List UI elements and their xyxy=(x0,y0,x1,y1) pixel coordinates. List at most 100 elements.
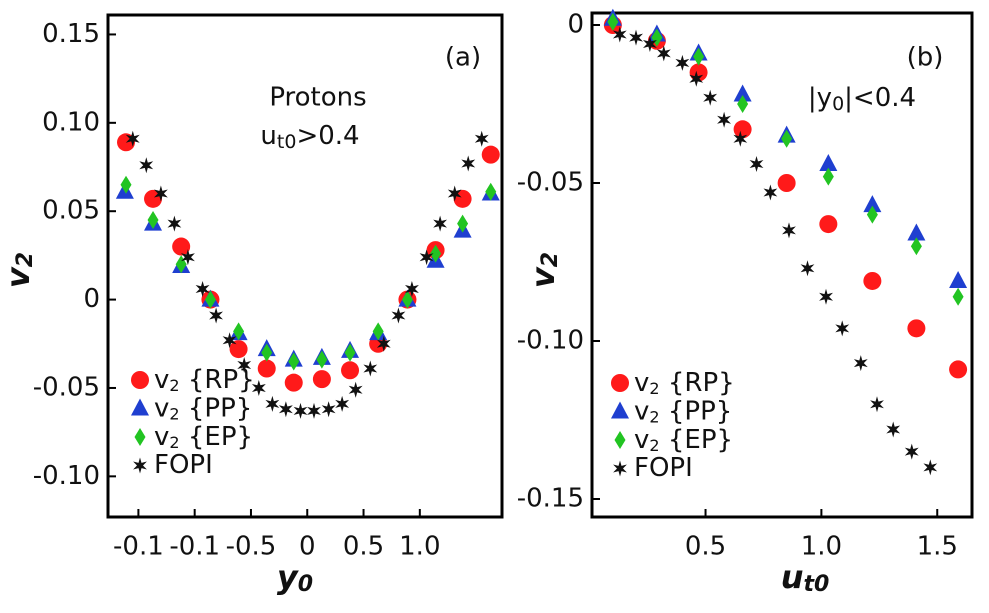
marker-diamond xyxy=(204,290,216,309)
marker-star xyxy=(363,360,378,377)
marker-diamond xyxy=(485,182,497,201)
x-tick-label: 1.5 xyxy=(917,532,958,562)
marker-star xyxy=(167,215,182,232)
y-tick-label: -0.10 xyxy=(33,461,100,491)
series xyxy=(115,181,500,367)
x-tick-label: 1.0 xyxy=(801,532,842,562)
y-tick-label: 0.10 xyxy=(42,107,100,137)
x-tick-label: 0 xyxy=(299,532,316,562)
marker-star xyxy=(733,130,748,147)
legend-marker xyxy=(134,428,146,446)
series xyxy=(120,175,497,371)
marker-triangle xyxy=(819,154,838,172)
marker-star xyxy=(278,401,293,418)
marker-star xyxy=(307,402,321,419)
plot-frame xyxy=(590,11,974,519)
marker-diamond xyxy=(344,343,356,362)
marker-star xyxy=(195,281,210,297)
marker-star xyxy=(819,288,833,305)
marker-star xyxy=(348,381,363,398)
marker-star xyxy=(237,357,252,373)
legend-marker xyxy=(131,371,149,389)
marker-star xyxy=(763,184,778,201)
x-tick-label: -0.1 xyxy=(169,532,220,562)
marker-circle xyxy=(863,271,882,290)
legend-label: v2 {PP} xyxy=(634,396,732,426)
y-tick-label: 0.15 xyxy=(42,19,100,49)
y-tick-label: -0.10 xyxy=(517,325,584,355)
marker-diamond xyxy=(822,167,834,186)
x-tick-label: 0.5 xyxy=(343,532,384,562)
legend-label: v2 {PP} xyxy=(154,393,252,423)
marker-diamond xyxy=(866,205,878,224)
marker-star xyxy=(433,215,447,232)
panel-label: (a) xyxy=(445,43,481,73)
legend-marker xyxy=(611,374,629,392)
marker-star xyxy=(923,459,938,476)
marker-star xyxy=(405,281,419,297)
marker-circle xyxy=(229,340,248,359)
marker-diamond xyxy=(781,129,793,148)
marker-diamond xyxy=(457,214,469,233)
marker-star xyxy=(703,89,718,106)
marker-circle xyxy=(341,361,360,380)
marker-star xyxy=(181,249,195,266)
marker-star xyxy=(293,402,308,419)
legend-label: v2 {EP} xyxy=(154,422,253,452)
y-axis-label: v2 xyxy=(524,252,563,288)
marker-diamond xyxy=(952,287,964,306)
marker-circle xyxy=(777,174,796,193)
marker-star xyxy=(643,36,657,52)
marker-star xyxy=(782,222,796,239)
marker-diamond xyxy=(372,322,384,341)
marker-star xyxy=(800,260,815,277)
y-tick-label: -0.05 xyxy=(517,168,584,198)
annotation: |y0|<0.4 xyxy=(808,83,916,115)
marker-star xyxy=(717,111,731,128)
marker-triangle xyxy=(949,270,968,288)
marker-star xyxy=(629,29,643,46)
marker-circle xyxy=(481,145,500,164)
marker-circle xyxy=(819,215,838,234)
marker-star xyxy=(870,396,884,413)
y-axis-label: v2 xyxy=(0,252,38,288)
marker-diamond xyxy=(693,47,705,66)
marker-diamond xyxy=(430,244,442,263)
legend-marker xyxy=(131,398,149,416)
legend-marker xyxy=(133,457,147,474)
legend-marker xyxy=(614,431,626,449)
marker-diamond xyxy=(316,350,328,369)
marker-diamond xyxy=(401,290,413,309)
x-tick-label: 1.0 xyxy=(399,532,440,562)
marker-circle xyxy=(257,359,276,378)
series xyxy=(117,133,500,392)
marker-diamond xyxy=(233,322,245,341)
annotation: Protons xyxy=(269,83,366,113)
marker-star xyxy=(391,307,406,324)
plot-frame xyxy=(106,13,504,519)
marker-triangle xyxy=(733,84,752,102)
marker-circle xyxy=(949,360,968,379)
marker-star xyxy=(251,380,266,396)
marker-circle xyxy=(284,373,303,392)
y-tick-label: -0.05 xyxy=(33,372,100,402)
marker-star xyxy=(656,45,671,62)
marker-star xyxy=(461,155,476,172)
marker-star xyxy=(265,395,280,412)
series xyxy=(603,16,968,379)
marker-diamond xyxy=(607,12,619,31)
marker-star xyxy=(209,307,223,324)
marker-star xyxy=(749,156,764,172)
marker-circle xyxy=(312,370,331,389)
marker-star xyxy=(835,320,850,337)
series xyxy=(607,12,964,306)
marker-star xyxy=(675,54,690,71)
x-axis-label: ut0 xyxy=(781,558,830,597)
legend-label: FOPI xyxy=(634,453,693,483)
legend-label: v2 {RP} xyxy=(634,368,735,398)
y-tick-label: 0 xyxy=(83,284,100,314)
marker-circle xyxy=(907,319,926,338)
marker-star xyxy=(321,401,336,418)
series xyxy=(612,26,938,476)
marker-star xyxy=(125,130,140,147)
